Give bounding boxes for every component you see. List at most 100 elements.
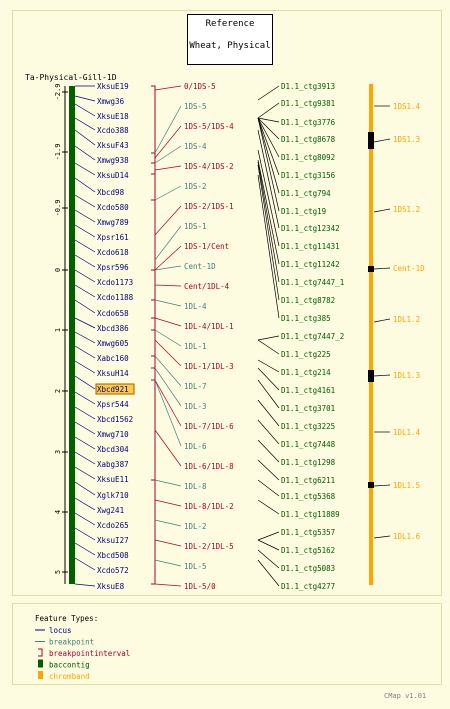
breakpoint-label[interactable]: 1DL-5 (184, 562, 207, 571)
contig-label[interactable]: D1.1_ctg7448 (281, 440, 336, 449)
locus-label[interactable]: Xbcd508 (97, 551, 129, 560)
contig-label[interactable]: D1.1_ctg3913 (281, 82, 335, 91)
contig-label[interactable]: D1.1_ctg3225 (281, 422, 335, 431)
locus-label[interactable]: Xabg387 (97, 460, 129, 469)
chromband-label[interactable]: 1DL1.2 (393, 315, 420, 324)
breakpoint-label[interactable]: 1DL-7 (184, 382, 207, 391)
contig-label[interactable]: D1.1_ctg7447_1 (281, 278, 344, 287)
locus-label[interactable]: XksuD14 (97, 171, 129, 180)
contig-label[interactable]: D1.1_ctg12342 (281, 224, 340, 233)
breakpoint-label[interactable]: 1DS-1 (184, 222, 207, 231)
contig-label[interactable]: D1.1_ctg794 (281, 189, 331, 198)
locus-label[interactable]: Xmwg789 (97, 218, 129, 227)
locus-label[interactable]: Xbcd921 (97, 385, 129, 394)
interval-label[interactable]: 1DL-5/0 (184, 582, 216, 591)
locus-label[interactable]: XksuH14 (97, 369, 129, 378)
chromband-label[interactable]: 1DL1.5 (393, 481, 420, 490)
chromband-label[interactable]: 1DS1.2 (393, 205, 420, 214)
breakpoint-label[interactable]: 1DS-4 (184, 142, 207, 151)
locus-label[interactable]: Xpsr596 (97, 263, 129, 272)
chromband-label[interactable]: 1DL1.3 (393, 371, 420, 380)
contig-label[interactable]: D1.1_ctg8092 (281, 153, 335, 162)
contig-label[interactable]: D1.1_ctg19 (281, 207, 326, 216)
locus-label[interactable]: Xbcd386 (97, 324, 129, 333)
breakpoint-label[interactable]: 1DL-2 (184, 522, 207, 531)
interval-label[interactable]: 1DS-2/1DS-1 (184, 202, 234, 211)
locus-label[interactable]: Xcdo1173 (97, 278, 133, 287)
contig-label[interactable]: D1.1_ctg8782 (281, 296, 335, 305)
breakpoint-label[interactable]: 1DL-4 (184, 302, 207, 311)
chromband-label[interactable]: 1DL1.6 (393, 532, 421, 541)
locus-label[interactable]: XksuE19 (97, 82, 129, 91)
contig-label[interactable]: D1.1_ctg11242 (281, 260, 340, 269)
contig-label[interactable]: D1.1_ctg5083 (281, 564, 335, 573)
interval-label[interactable]: 1DL-4/1DL-1 (184, 322, 234, 331)
locus-label[interactable]: XksuE8 (97, 582, 125, 591)
contig-label[interactable]: D1.1_ctg5162 (281, 546, 335, 555)
contig-connector (257, 399, 280, 427)
interval-label[interactable]: 1DS-1/Cent (184, 242, 229, 251)
contig-label[interactable]: D1.1_ctg3701 (281, 404, 335, 413)
interval-label[interactable]: 1DL-8/1DL-2 (184, 502, 234, 511)
locus-label[interactable]: Xcdo265 (97, 521, 129, 530)
contig-label[interactable]: D1.1_ctg7447_2 (281, 332, 344, 341)
locus-label[interactable]: Xbcd98 (97, 188, 125, 197)
breakpoint-label[interactable]: 1DL-3 (184, 402, 207, 411)
locus-label[interactable]: XksuE18 (97, 112, 129, 121)
locus-label[interactable]: Xmwg710 (97, 430, 129, 439)
contig-connector (257, 379, 280, 409)
contig-label[interactable]: D1.1_ctg5357 (281, 528, 335, 537)
contig-label[interactable]: D1.1_ctg4161 (281, 386, 335, 395)
contig-label[interactable]: D1.1_ctg11431 (281, 242, 340, 251)
contig-label[interactable]: D1.1_ctg5368 (281, 492, 336, 501)
chromband-label[interactable]: 1DS1.4 (393, 102, 421, 111)
contig-label[interactable]: D1.1_ctg214 (281, 368, 331, 377)
locus-label[interactable]: Xcdo618 (97, 248, 129, 257)
interval-label[interactable]: 0/1DS-5 (184, 82, 216, 91)
breakpoint-label[interactable]: 1DL-6 (184, 442, 207, 451)
locus-label[interactable]: Xwg241 (97, 506, 124, 515)
locus-label[interactable]: Xglk710 (97, 491, 129, 500)
breakpoint-label[interactable]: 1DS-2 (184, 182, 207, 191)
breakpoint-label[interactable]: Cent-1D (184, 262, 216, 271)
contig-label[interactable]: D1.1_ctg1298 (281, 458, 336, 467)
locus-label[interactable]: Xmwg938 (97, 156, 129, 165)
chromband-label[interactable]: 1DS1.3 (393, 135, 420, 144)
contig-label[interactable]: D1.1_ctg9381 (281, 99, 335, 108)
interval-label[interactable]: Cent/1DL-4 (184, 282, 230, 291)
contig-label[interactable]: D1.1_ctg11889 (281, 510, 340, 519)
contig-label[interactable]: D1.1_ctg3776 (281, 118, 336, 127)
contig-label[interactable]: D1.1_ctg385 (281, 314, 331, 323)
locus-label[interactable]: Xcdo580 (97, 203, 129, 212)
breakpoint-label[interactable]: 1DL-1 (184, 342, 207, 351)
locus-label[interactable]: XksuE11 (97, 475, 129, 484)
contig-label[interactable]: D1.1_ctg3156 (281, 171, 336, 180)
interval-label[interactable]: 1DL-7/1DL-6 (184, 422, 234, 431)
breakpoint-label[interactable]: 1DS-5 (184, 102, 207, 111)
locus-label[interactable]: XksuF43 (97, 141, 129, 150)
contig-label[interactable]: D1.1_ctg8678 (281, 135, 336, 144)
contig-label[interactable]: D1.1_ctg225 (281, 350, 331, 359)
locus-label[interactable]: XksuI27 (97, 536, 129, 545)
locus-label[interactable]: Xcdo388 (97, 126, 129, 135)
locus-label[interactable]: Xbcd1562 (97, 415, 133, 424)
interval-label[interactable]: 1DS-4/1DS-2 (184, 162, 234, 171)
interval-label[interactable]: 1DL-2/1DL-5 (184, 542, 234, 551)
locus-label[interactable]: Xbcd304 (97, 445, 129, 454)
locus-label[interactable]: Xpsr544 (97, 400, 129, 409)
locus-label[interactable]: Xcdo658 (97, 309, 129, 318)
locus-label[interactable]: Xmwg605 (97, 339, 129, 348)
chromband-label[interactable]: Cent-1D (393, 264, 425, 273)
locus-label[interactable]: Xpsr161 (97, 233, 129, 242)
contig-label[interactable]: D1.1_ctg6211 (281, 476, 335, 485)
interval-label[interactable]: 1DS-5/1DS-4 (184, 122, 234, 131)
locus-label[interactable]: Xabc160 (97, 354, 129, 363)
interval-label[interactable]: 1DL-6/1DL-8 (184, 462, 234, 471)
chromband-label[interactable]: 1DL1.4 (393, 428, 421, 437)
breakpoint-label[interactable]: 1DL-8 (184, 482, 207, 491)
contig-label[interactable]: D1.1_ctg4277 (281, 582, 335, 591)
interval-label[interactable]: 1DL-1/1DL-3 (184, 362, 234, 371)
locus-label[interactable]: Xcdo572 (97, 566, 129, 575)
locus-label[interactable]: Xcdo1188 (97, 293, 134, 302)
locus-label[interactable]: Xmwg36 (97, 97, 125, 106)
